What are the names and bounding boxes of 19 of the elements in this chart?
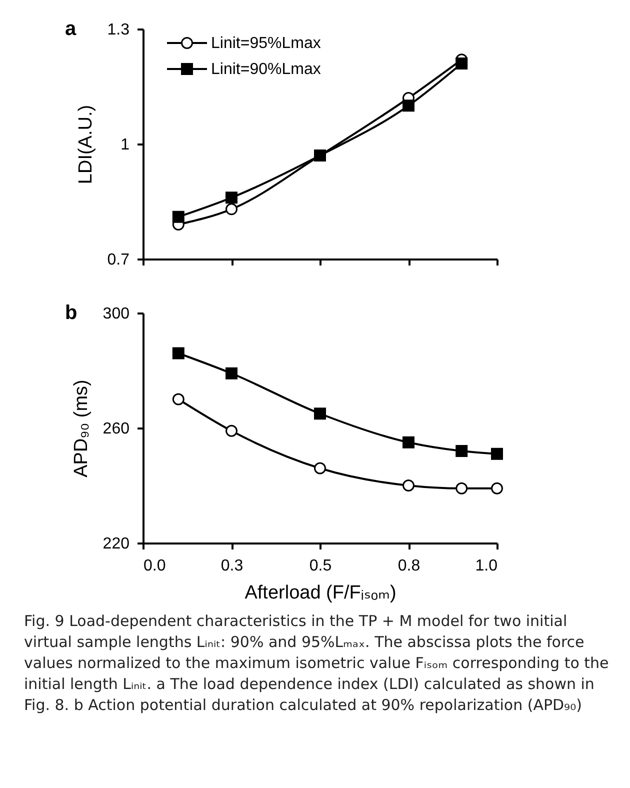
x-tick-label: 0.3 — [220, 558, 244, 574]
caption: Fig. 9 Load-dependent characteristics in the TP + M model for two initial virtual sample lengths Lᵢₙᵢₜ: 90% and 95%Lₘₐₓ. The abscissa plots the force values normalized to the maximum isometric value Fᵢₛₒₘ corresponding to the initial length Lᵢₙᵢₜ. a The load dependence index (LDI) calculated as shown in Fig. 8. b Action potential duration calculated at 90% repolarization (APD₉₀) — [24, 611, 610, 716]
y-tick-label: 1 — [120, 136, 130, 154]
x-tick-label: 0.0 — [144, 558, 166, 574]
y-tick-label: 0.7 — [107, 252, 130, 268]
y-tick-label: 220 — [102, 536, 130, 552]
chart-title: b — [65, 302, 78, 324]
y-tick-label: 1.3 — [107, 22, 130, 38]
legend-label: Linit=90%Lmax — [211, 61, 321, 78]
chart-title: a — [65, 18, 77, 40]
y-axis-title: APD₉₀ (ms) — [70, 380, 92, 478]
y-tick-label: 260 — [102, 420, 130, 438]
x-tick-label: 0.8 — [398, 558, 420, 574]
y-tick-label: 300 — [102, 306, 130, 322]
y-axis-title: LDI(A.U.) — [75, 104, 96, 184]
x-tick-label: 0.5 — [309, 558, 332, 574]
legend-label: Linit=95%Lmax — [211, 35, 321, 52]
x-axis-title: Afterload (F/Fᵢₛₒₘ) — [244, 582, 396, 604]
x-tick-label: 1.0 — [475, 558, 498, 574]
